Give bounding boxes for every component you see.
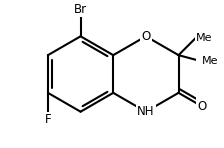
Text: Br: Br <box>74 3 87 16</box>
Text: F: F <box>45 114 51 127</box>
Text: Me: Me <box>202 57 219 66</box>
Text: Me: Me <box>196 33 212 43</box>
Text: O: O <box>197 100 207 113</box>
Text: NH: NH <box>137 105 155 118</box>
Text: O: O <box>141 30 151 43</box>
